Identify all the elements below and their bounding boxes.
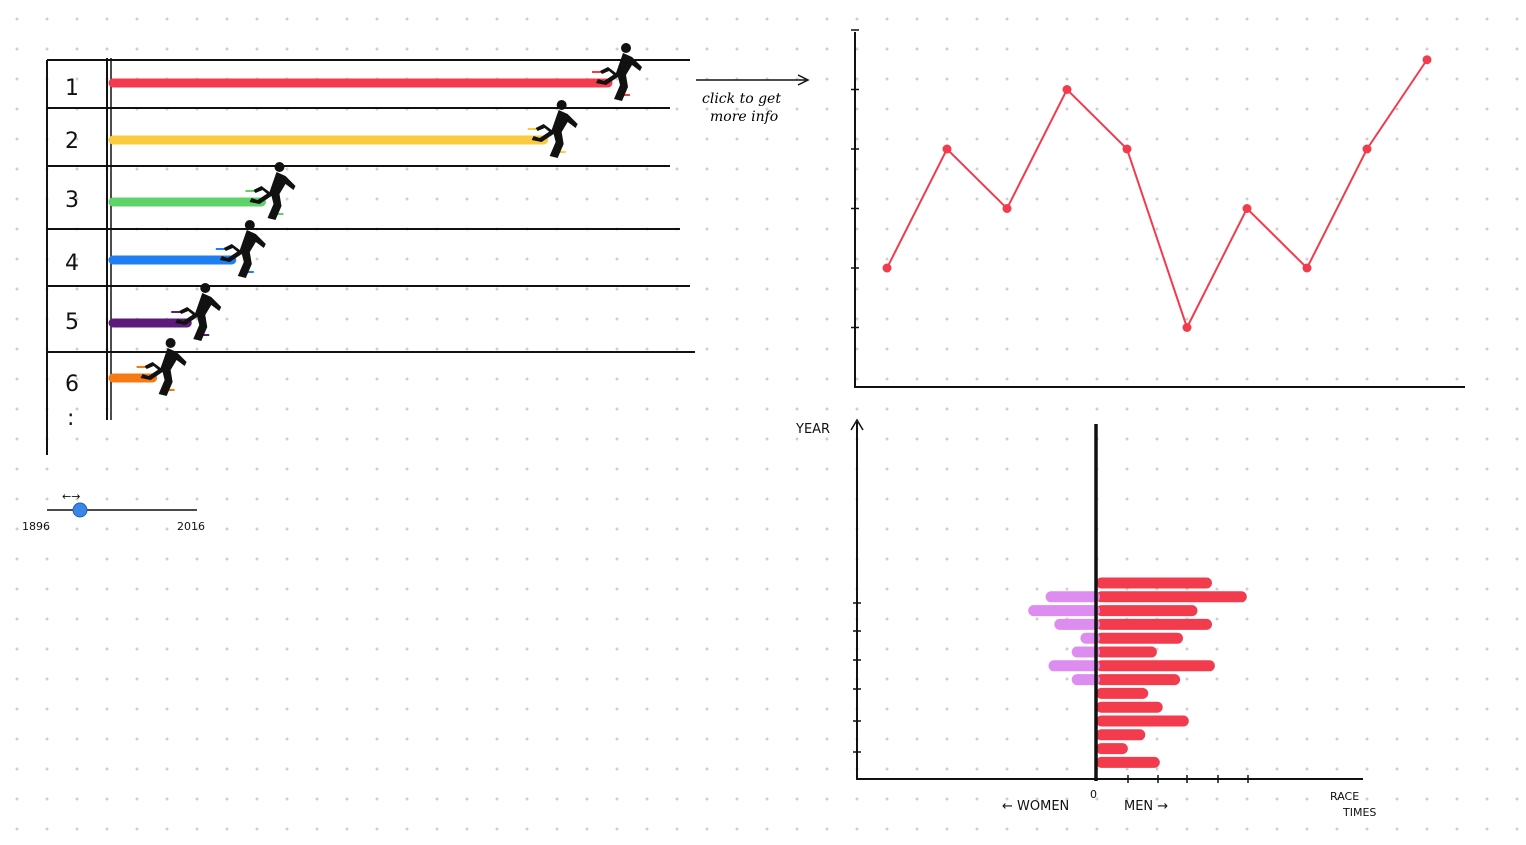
zero-label: 0	[1090, 788, 1097, 801]
men-bar[interactable]	[1096, 687, 1149, 699]
running-man-icon	[249, 162, 296, 220]
annotation-line-1: click to get	[702, 91, 781, 107]
men-bar[interactable]	[1096, 618, 1212, 630]
rank-label: 3	[65, 188, 79, 213]
men-bar[interactable]	[1096, 756, 1160, 768]
line-series[interactable]	[886, 59, 1428, 331]
rank-label: 2	[65, 129, 79, 154]
men-bar[interactable]	[1096, 743, 1128, 755]
women-bar[interactable]	[1071, 674, 1100, 686]
y-axis-ticks	[851, 29, 859, 329]
rank-label: 1	[65, 76, 79, 101]
more-info-annotation[interactable]: click to get more info	[696, 74, 810, 125]
line-point[interactable]	[1062, 85, 1072, 94]
men-bar[interactable]	[1096, 577, 1212, 589]
line-point[interactable]	[1362, 144, 1372, 154]
men-bar[interactable]	[1096, 660, 1215, 672]
year-axis-arrowhead	[850, 418, 864, 431]
more-rows-marker: :	[67, 406, 74, 431]
men-bar[interactable]	[1096, 674, 1181, 686]
men-bar[interactable]	[1096, 715, 1189, 727]
slider-knob[interactable]	[72, 502, 88, 518]
line-chart[interactable]	[851, 29, 1465, 388]
slider-max-label: 2016	[177, 520, 205, 533]
line-point[interactable]	[1302, 263, 1312, 273]
line-point[interactable]	[1002, 204, 1012, 213]
annotation-arrowhead	[797, 74, 810, 86]
bars[interactable]	[1028, 577, 1247, 768]
men-bar[interactable]	[1096, 605, 1198, 617]
women-bar[interactable]	[1054, 618, 1100, 630]
line-point[interactable]	[1182, 323, 1192, 332]
men-bar[interactable]	[1096, 632, 1183, 644]
women-label: ← WOMEN	[1002, 799, 1069, 814]
line-point[interactable]	[1242, 204, 1252, 213]
rank-label: 5	[65, 310, 79, 335]
line-point[interactable]	[882, 263, 892, 273]
men-bar[interactable]	[1096, 646, 1157, 658]
line-point[interactable]	[942, 144, 952, 154]
women-bar[interactable]	[1028, 605, 1100, 617]
line-point[interactable]	[1422, 55, 1432, 65]
line-points[interactable]	[882, 55, 1432, 332]
men-bar[interactable]	[1096, 591, 1247, 603]
men-bar[interactable]	[1096, 729, 1146, 741]
ranking-table: 1 2 3 4 5 6 :	[46, 58, 695, 455]
race-bars[interactable]	[108, 43, 642, 396]
running-man-icon	[596, 43, 642, 101]
running-man-icon	[175, 283, 222, 341]
diverging-bar-chart[interactable]: YEAR 0 ← WOMEN MEN → RACE TIMES	[795, 418, 1376, 819]
men-bar[interactable]	[1096, 701, 1163, 713]
men-label: MEN →	[1124, 799, 1168, 814]
race-times-label: RACE TIMES	[1330, 790, 1376, 819]
axis-ticks	[853, 602, 1249, 783]
rank-label: 4	[65, 251, 79, 276]
women-bar[interactable]	[1071, 646, 1100, 658]
running-man-icon	[140, 338, 187, 396]
annotation-line-2: more info	[710, 109, 778, 125]
rank-label: 6	[65, 372, 79, 397]
slider-arrows: ←→	[62, 490, 80, 503]
year-slider[interactable]: ←→ 1896 2016	[22, 490, 205, 533]
slider-min-label: 1896	[22, 520, 50, 533]
year-axis-label: YEAR	[795, 422, 830, 437]
line-point[interactable]	[1122, 144, 1132, 154]
women-bar[interactable]	[1048, 660, 1101, 672]
women-bar[interactable]	[1045, 591, 1100, 603]
